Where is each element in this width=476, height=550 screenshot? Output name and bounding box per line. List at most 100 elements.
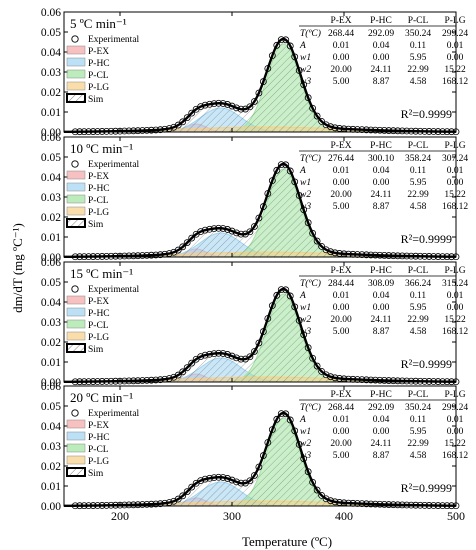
- table-row-label: w1: [300, 303, 311, 313]
- experimental-point: [130, 252, 137, 260]
- table-cell: 20.00: [330, 190, 352, 200]
- experimental-point: [250, 223, 258, 230]
- table-cell: 0.01: [333, 41, 350, 51]
- experimental-point: [371, 251, 379, 259]
- experimental-point: [295, 192, 303, 199]
- experimental-point: [206, 350, 214, 358]
- table-cell: 268.44: [328, 29, 354, 39]
- panel-title: 10 ºC min⁻¹: [70, 141, 133, 156]
- experimental-point: [188, 234, 196, 242]
- experimental-point: [295, 67, 303, 74]
- y-tick-label: 0.03: [41, 317, 61, 329]
- experimental-point: [147, 126, 155, 134]
- table-cell: 292.09: [368, 29, 394, 39]
- experimental-point: [250, 348, 258, 355]
- experimental-point: [224, 351, 231, 358]
- table-header: P-LG: [444, 266, 465, 276]
- table-cell: 0.00: [373, 178, 390, 188]
- y-axis-label: dm/dT (mg ºC⁻¹): [10, 223, 25, 313]
- table-cell: 0.01: [447, 166, 464, 176]
- x-tick-label: 400: [335, 509, 353, 523]
- experimental-point: [362, 126, 370, 134]
- experimental-point: [421, 127, 429, 135]
- table-cell: 0.04: [373, 415, 390, 425]
- experimental-point: [421, 377, 429, 385]
- experimental-point: [255, 89, 263, 97]
- experimental-point: [228, 476, 236, 484]
- experimental-point: [291, 53, 299, 61]
- experimental-point: [385, 252, 393, 259]
- experimental-point: [304, 94, 312, 102]
- experimental-point: [183, 239, 191, 246]
- table-cell: 24.11: [370, 190, 391, 200]
- experimental-point: [250, 98, 258, 105]
- legend-label: P-CL: [88, 445, 109, 455]
- experimental-point: [107, 501, 115, 509]
- table-cell: 0.00: [447, 178, 464, 188]
- experimental-point: [152, 251, 160, 259]
- legend-marker-sim: [66, 218, 86, 228]
- experimental-point: [336, 375, 343, 382]
- legend-label: Experimental: [88, 409, 140, 419]
- legend-label: P-CL: [88, 71, 109, 81]
- y-tick-label: 0.04: [41, 421, 61, 433]
- experimental-point: [277, 286, 285, 294]
- table-cell: 308.09: [368, 279, 394, 289]
- legend-marker-p-hc: [66, 307, 86, 317]
- experimental-point: [385, 127, 393, 134]
- experimental-point: [331, 124, 339, 132]
- x-axis-label: Temperature (ºC): [242, 534, 332, 549]
- table-cell: 300.10: [368, 154, 394, 164]
- table-header: P-EX: [330, 390, 351, 400]
- experimental-point: [138, 252, 146, 259]
- experimental-point: [215, 99, 222, 107]
- experimental-point: [170, 373, 178, 381]
- experimental-point: [246, 353, 254, 361]
- experimental-point: [130, 127, 137, 135]
- experimental-point: [201, 101, 209, 109]
- experimental-point: [412, 501, 420, 509]
- table-cell: 20.00: [330, 315, 352, 325]
- experimental-point: [268, 426, 276, 434]
- table-row-label: A: [299, 291, 306, 301]
- table-header: P-EX: [330, 16, 351, 26]
- experimental-point: [389, 252, 397, 260]
- experimental-point: [300, 206, 308, 214]
- experimental-point: [295, 317, 303, 324]
- experimental-point: [156, 500, 164, 508]
- y-tick-label: 0.06: [41, 381, 61, 393]
- experimental-point: [425, 378, 433, 385]
- experimental-point: [273, 415, 281, 423]
- experimental-point: [295, 441, 303, 448]
- table-cell: 4.58: [410, 202, 427, 212]
- table-cell: 4.58: [410, 77, 427, 87]
- table-row-label: w2: [300, 65, 311, 75]
- table-cell: 0.00: [333, 178, 350, 188]
- experimental-point: [125, 501, 133, 509]
- experimental-point: [170, 123, 178, 131]
- table-cell: 315.24: [442, 279, 468, 289]
- experimental-point: [425, 128, 433, 135]
- y-tick-label: 0.00: [41, 501, 61, 513]
- table-cell: 350.24: [405, 403, 431, 413]
- experimental-point: [264, 439, 272, 446]
- experimental-point: [385, 501, 393, 508]
- experimental-point: [322, 246, 330, 254]
- experimental-point: [304, 219, 312, 227]
- experimental-point: [143, 126, 151, 134]
- table-cell: 24.11: [370, 439, 391, 449]
- table-cell: 0.00: [373, 53, 390, 63]
- experimental-point: [147, 376, 155, 384]
- table-cell: 0.00: [447, 427, 464, 437]
- experimental-point: [183, 488, 191, 495]
- table-header: P-LG: [444, 390, 465, 400]
- experimental-point: [286, 416, 294, 424]
- experimental-point: [322, 495, 330, 503]
- experimental-point: [282, 36, 290, 44]
- table-cell: 24.11: [370, 65, 391, 75]
- table-cell: 0.00: [373, 427, 390, 437]
- experimental-point: [318, 117, 326, 125]
- legend-marker-sim: [66, 343, 86, 353]
- table-cell: 168.12: [442, 202, 468, 212]
- experimental-point: [183, 364, 191, 371]
